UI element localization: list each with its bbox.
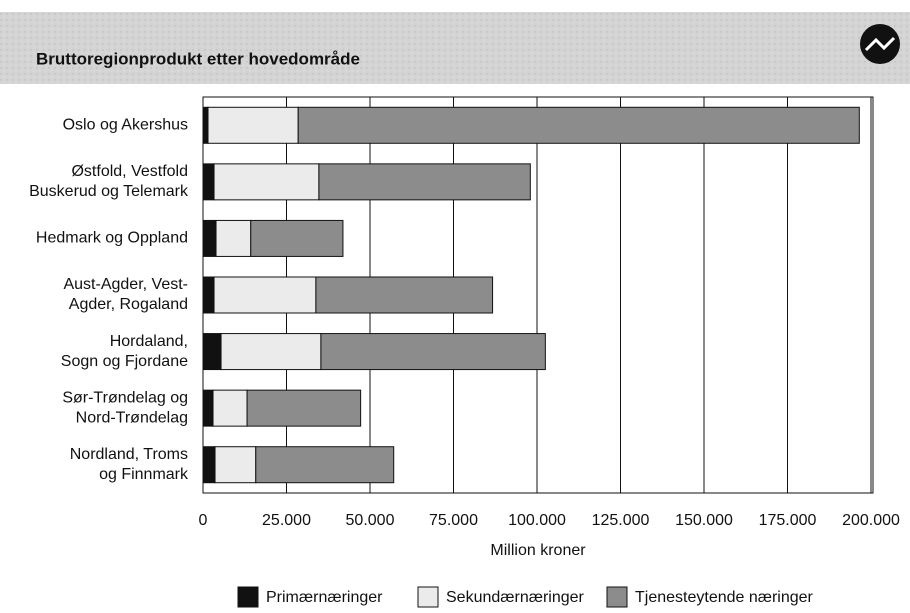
x-tick-label: 125.000 (592, 512, 650, 529)
bar-segment (320, 333, 546, 371)
y-tick-label: Nord-Trøndelag (76, 409, 188, 426)
bar-segment (315, 276, 494, 314)
x-axis-title: Million kroner (490, 542, 586, 559)
legend-swatch (606, 586, 628, 608)
bar-segment (202, 219, 217, 257)
logo (860, 24, 900, 64)
bar-segment (202, 446, 216, 484)
x-tick-label: 0 (199, 512, 208, 529)
bar-segment (202, 163, 215, 201)
y-tick-label: Hordaland, (110, 333, 188, 350)
x-tick-label: 175.000 (759, 512, 817, 529)
bar-segment (207, 106, 299, 144)
bar-segment (297, 106, 860, 144)
bar-segment (215, 219, 252, 257)
bar-segment (202, 106, 209, 144)
x-tick-label: 25.000 (262, 512, 311, 529)
legend-label: Sekundærnæringer (446, 589, 585, 606)
bar-segment (212, 389, 248, 427)
bar-segment (255, 446, 395, 484)
bar-segment (214, 446, 257, 484)
bar-segment (220, 333, 322, 371)
x-tick-label: 50.000 (346, 512, 395, 529)
y-tick-label: Østfold, Vestfold (71, 163, 188, 180)
header-banner (0, 12, 910, 84)
bar-segment (213, 163, 320, 201)
y-tick-label: Sør-Trøndelag og (62, 389, 188, 406)
x-tick-label: 150.000 (675, 512, 733, 529)
legend-swatch (417, 586, 439, 608)
legend-swatch (237, 586, 259, 608)
y-tick-label: Agder, Rogaland (69, 296, 188, 313)
bar-segment (250, 219, 344, 257)
y-tick-label: Hedmark og Oppland (36, 230, 188, 247)
y-tick-label: Aust-Agder, Vest- (63, 276, 188, 293)
bar-segment (202, 276, 215, 314)
legend-label: Primærnæringer (266, 589, 383, 606)
x-tick-label: 200.000 (842, 512, 900, 529)
y-tick-label: Buskerud og Telemark (29, 183, 189, 200)
legend-label: Tjenesteytende næringer (635, 589, 814, 606)
bar-segment (202, 333, 222, 371)
x-tick-label: 100.000 (508, 512, 566, 529)
bar-segment (318, 163, 531, 201)
y-tick-label: Sogn og Fjordane (61, 353, 188, 370)
chart-title: Bruttoregionprodukt etter hovedområde (36, 49, 360, 68)
y-tick-label: og Finnmark (99, 466, 189, 483)
bar-segment (246, 389, 362, 427)
x-tick-label: 75.000 (429, 512, 478, 529)
y-tick-label: Oslo og Akershus (63, 117, 188, 134)
y-tick-label: Nordland, Troms (70, 446, 188, 463)
bar-segment (202, 389, 214, 427)
bar-segment (213, 276, 317, 314)
